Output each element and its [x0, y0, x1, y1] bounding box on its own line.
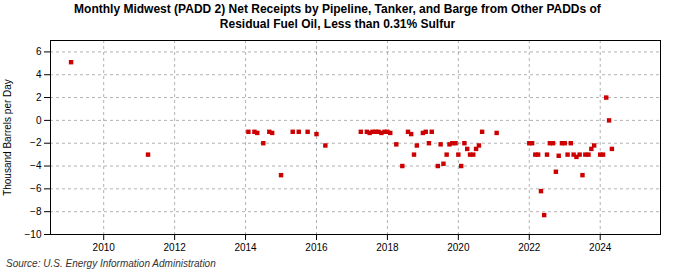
svg-text:2024: 2024 — [589, 242, 612, 253]
svg-text:2020: 2020 — [447, 242, 470, 253]
svg-text:−6: −6 — [30, 183, 42, 194]
svg-text:0: 0 — [36, 115, 42, 126]
svg-text:−4: −4 — [30, 160, 42, 171]
svg-text:2012: 2012 — [164, 242, 187, 253]
svg-text:6: 6 — [36, 46, 42, 57]
svg-text:2: 2 — [36, 92, 42, 103]
svg-text:2016: 2016 — [305, 242, 328, 253]
svg-text:2018: 2018 — [376, 242, 399, 253]
svg-text:2010: 2010 — [93, 242, 116, 253]
html-text:Monthly Midwest (PADD 2) Net R: Monthly Midwest (PADD 2) Net Receipts by… — [74, 2, 601, 31]
svg-text:−8: −8 — [30, 206, 42, 217]
svg-text:−10: −10 — [25, 229, 42, 240]
svg-text:2014: 2014 — [234, 242, 257, 253]
svg-text:2022: 2022 — [518, 242, 541, 253]
html-text:Source: U.S. Energy Informatio: Source: U.S. Energy Information Administ… — [6, 258, 216, 269]
svg-text:4: 4 — [36, 69, 42, 80]
svg-text:−2: −2 — [30, 137, 42, 148]
svg-text:Thousand Barrels per Day: Thousand Barrels per Day — [2, 79, 13, 196]
